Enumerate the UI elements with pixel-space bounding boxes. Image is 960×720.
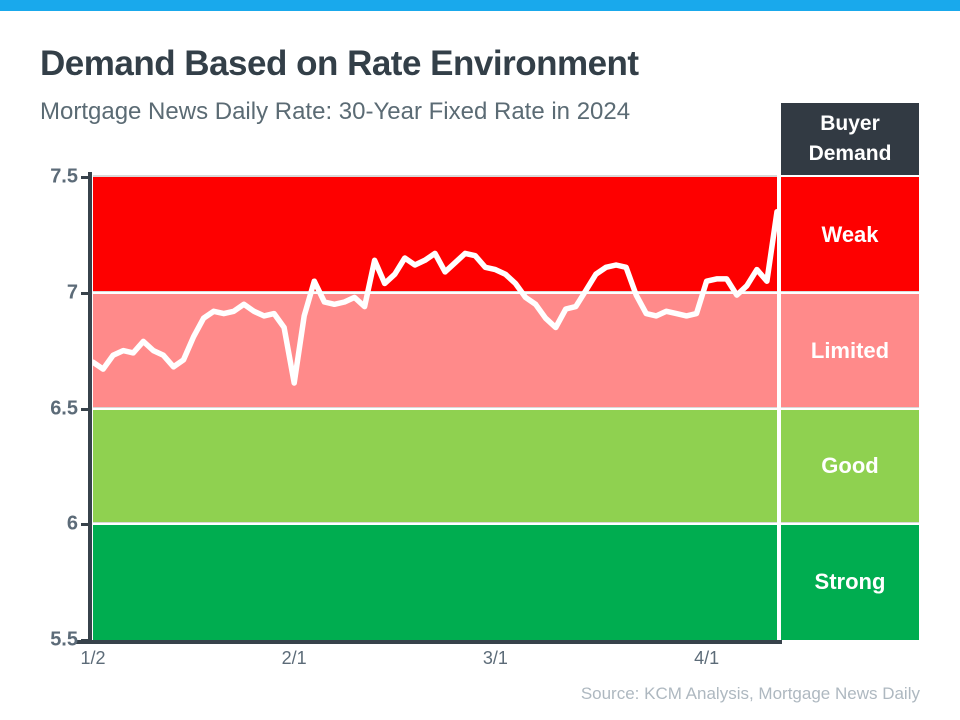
x-axis-line <box>75 640 782 644</box>
x-axis-label-3-1: 3/1 <box>482 648 508 668</box>
legend-band-strong <box>781 524 919 640</box>
band-separator <box>781 290 919 294</box>
band-separator <box>781 522 919 526</box>
legend-label-strong: Strong <box>814 569 886 595</box>
rate-line-chart <box>90 208 780 386</box>
legend-header-buyer-demand: Buyer Demand <box>781 103 919 175</box>
rate-line <box>90 208 780 386</box>
y-axis-label-6: 6 <box>66 512 78 535</box>
y-axis-tick <box>81 639 89 642</box>
legend-band-weak <box>781 177 919 293</box>
x-axis-label-2-1: 2/1 <box>281 648 307 668</box>
band-separator <box>93 290 777 294</box>
y-axis-label-6.5: 6.5 <box>50 397 78 419</box>
page-subtitle: Mortgage News Daily Rate: 30-Year Fixed … <box>40 98 631 125</box>
plot-area <box>90 177 780 640</box>
band-separator <box>781 406 919 410</box>
top-accent-bar <box>0 0 960 11</box>
y-axis-line <box>88 172 92 643</box>
plot-band-good <box>93 408 777 525</box>
y-axis-tick <box>81 523 89 527</box>
legend-band-limited <box>781 292 919 409</box>
legend-label-weak: Weak <box>821 221 879 247</box>
source-attribution: Source: KCM Analysis, Mortgage News Dail… <box>580 684 920 703</box>
top-gridline <box>93 175 777 177</box>
y-axis-tick <box>81 176 89 179</box>
legend-column: Weak Limited Good Strong <box>781 177 919 640</box>
legend-label-good: Good <box>821 453 879 479</box>
plot-band-weak <box>93 177 777 293</box>
x-axis-label-1-2: 1/2 <box>80 648 106 668</box>
legend-label-limited: Limited <box>810 337 890 363</box>
band-separator <box>93 522 777 526</box>
legend-band-good <box>781 408 919 525</box>
band-separator <box>93 406 777 410</box>
y-axis-tick <box>81 407 89 411</box>
x-axis-label-4-1: 4/1 <box>694 648 720 668</box>
y-axis-label-7.5: 7.5 <box>50 165 78 188</box>
page-title: Demand Based on Rate Environment <box>40 44 639 83</box>
y-axis-tick <box>81 291 89 295</box>
y-axis-label-5.5: 5.5 <box>50 628 78 651</box>
plot-band-strong <box>93 524 777 640</box>
y-axis-label-7: 7 <box>66 281 78 304</box>
